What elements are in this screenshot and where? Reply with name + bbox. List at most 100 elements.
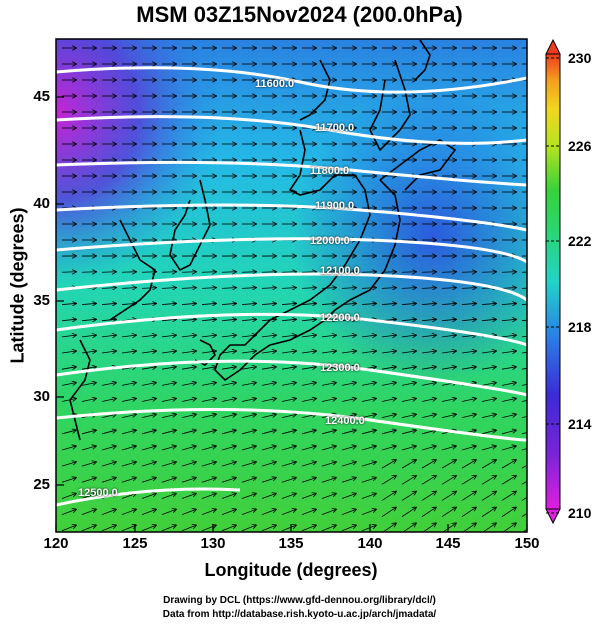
wind-arrow: [461, 399, 476, 402]
wind-arrow: [461, 288, 476, 289]
wind-arrow: [101, 414, 116, 419]
wind-arrow: [441, 446, 456, 451]
contour-label: 12100.0: [320, 265, 360, 277]
contour-line: [56, 487, 241, 507]
wind-arrow: [521, 303, 527, 305]
wind-arrow: [261, 351, 276, 353]
wind-arrow: [261, 335, 276, 337]
wind-arrow: [441, 367, 456, 369]
wind-arrow: [521, 319, 527, 322]
wind-arrow: [161, 383, 176, 386]
colorbar-tick-label: 230: [568, 50, 592, 66]
wind-arrow: [161, 462, 176, 467]
wind-arrow: [361, 478, 376, 483]
wind-arrow: [361, 303, 376, 304]
wind-arrow: [321, 303, 336, 304]
wind-arrow: [241, 509, 256, 515]
wind-arrow: [261, 303, 276, 304]
wind-arrow: [301, 303, 316, 304]
wind-arrow: [201, 399, 216, 402]
wind-arrow: [501, 319, 516, 320]
wind-arrow: [301, 509, 316, 515]
wind-arrow: [501, 288, 516, 289]
wind-arrow: [201, 446, 216, 451]
wind-arrow: [501, 335, 516, 337]
wind-arrow: [341, 525, 356, 532]
wind-arrow: [421, 383, 436, 386]
wind-arrow: [441, 335, 456, 337]
wind-arrow: [221, 430, 236, 435]
contour-line: [56, 66, 527, 94]
wind-arrow: [461, 507, 476, 517]
wind-arrow: [341, 288, 356, 289]
wind-arrow: [281, 430, 296, 435]
wind-arrow: [341, 462, 356, 467]
y-tick-label: 25: [33, 476, 50, 493]
wind-arrow: [121, 430, 136, 435]
wind-arrow: [381, 303, 396, 304]
wind-arrow: [482, 523, 496, 532]
wind-arrow: [521, 287, 527, 289]
wind-arrow: [301, 288, 316, 289]
wind-arrow: [421, 367, 436, 369]
x-tick-label: 135: [278, 535, 304, 552]
wind-arrow: [341, 383, 356, 386]
wind-arrow: [101, 525, 116, 532]
contour-label: 12400.0: [325, 415, 365, 427]
wind-arrow: [481, 492, 496, 501]
wind-arrow: [161, 351, 176, 353]
wind-arrow: [141, 288, 156, 289]
wind-arrow: [61, 399, 76, 402]
wind-arrow: [481, 351, 496, 353]
x-tick-label: 150: [514, 535, 540, 552]
colorbar-tick-label: 218: [568, 319, 592, 335]
wind-arrow: [361, 430, 376, 435]
wind-arrow: [461, 414, 476, 419]
contour-label: 12500.0: [78, 487, 118, 499]
wind-arrow: [361, 383, 376, 386]
wind-arrow: [321, 446, 336, 451]
wind-arrow: [181, 383, 196, 386]
wind-arrow: [201, 478, 216, 483]
contour-line: [56, 272, 527, 302]
wind-arrow: [401, 446, 416, 451]
wind-arrow: [121, 525, 136, 532]
wind-arrow: [381, 288, 396, 289]
wind-arrow: [321, 430, 336, 435]
wind-arrow: [281, 303, 296, 304]
wind-arrow: [81, 478, 96, 483]
wind-arrow: [481, 367, 496, 369]
wind-arrow: [441, 507, 456, 517]
wind-arrow: [381, 460, 396, 469]
wind-arrow: [501, 476, 516, 485]
plot-area: [56, 39, 527, 532]
wind-arrow: [341, 478, 356, 483]
wind-arrow: [241, 414, 256, 419]
y-tick-label: 30: [33, 388, 50, 405]
wind-arrow: [281, 335, 296, 337]
wind-arrow: [441, 288, 456, 289]
wind-arrow: [441, 414, 456, 419]
wind-arrow: [141, 509, 156, 515]
wind-arrow: [241, 319, 256, 320]
wind-arrow: [141, 494, 156, 499]
wind-arrow: [141, 303, 156, 304]
wind-arrow: [221, 414, 236, 419]
wind-arrow: [201, 525, 216, 532]
wind-arrow: [381, 507, 396, 517]
wind-arrow: [81, 509, 96, 515]
wind-arrow: [301, 351, 316, 353]
wind-arrow: [421, 446, 436, 451]
wind-arrow: [401, 319, 416, 320]
wind-arrow: [361, 494, 376, 499]
wind-arrow: [141, 414, 156, 419]
wind-arrow: [161, 478, 176, 483]
wind-arrow: [301, 367, 316, 369]
wind-arrow: [241, 303, 256, 304]
wind-arrow: [401, 288, 416, 289]
wind-arrow: [101, 319, 116, 320]
wind-arrow: [61, 462, 76, 467]
wind-arrow: [421, 303, 436, 304]
wind-arrow: [101, 288, 116, 289]
wind-arrow: [261, 509, 276, 515]
